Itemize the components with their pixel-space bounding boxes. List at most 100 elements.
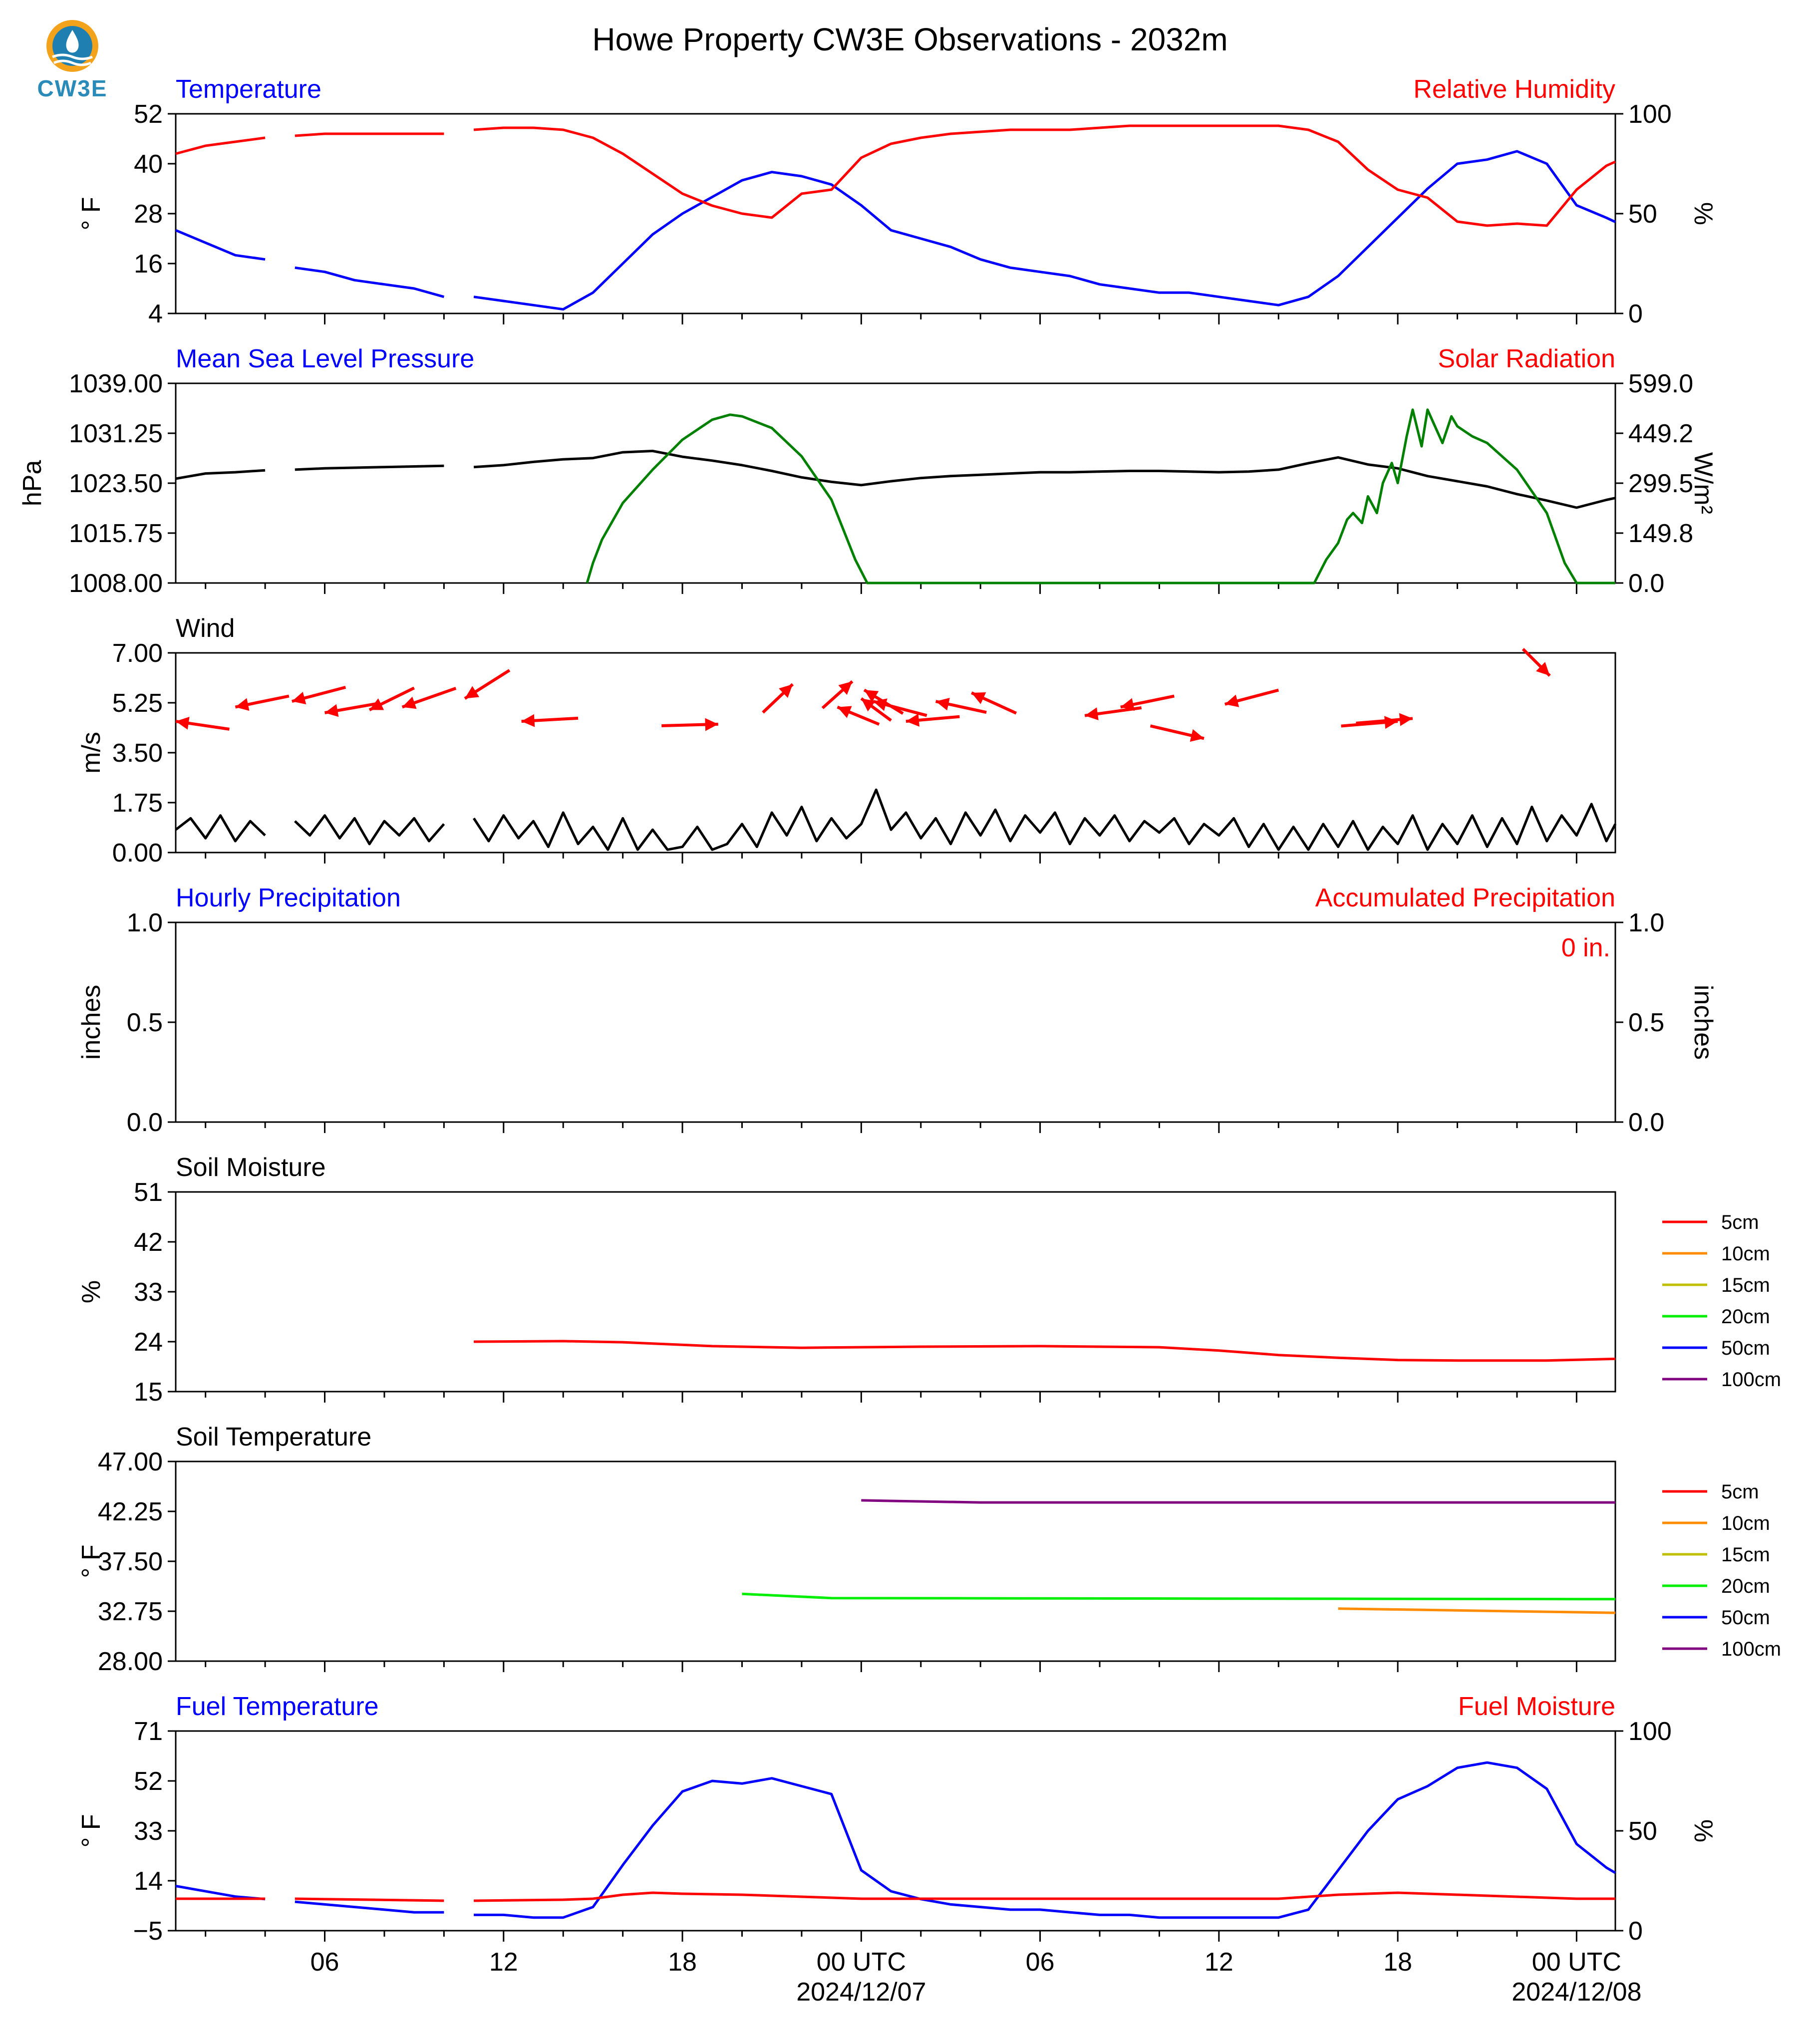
wind-arrow-24	[1521, 648, 1551, 677]
wind-arrow-10	[837, 705, 880, 726]
wind-arrow-16	[935, 697, 987, 714]
pressure-solar-ytick-label-2: 1023.50	[69, 469, 163, 498]
wind-arrow-2	[292, 685, 346, 705]
x-tick-label-0: 06	[310, 1948, 339, 1977]
fuel-right-title: Fuel Moisture	[1458, 1692, 1615, 1721]
soil-moisture-ytick-label-1: 24	[134, 1328, 163, 1357]
fuel-ylabel: ° F	[77, 1814, 106, 1847]
pressure-solar-ytick2-label-3: 449.2	[1628, 419, 1693, 448]
pressure-solar-ylabel2: W/m²	[1689, 452, 1718, 514]
soil-temperature-left-title: Soil Temperature	[176, 1423, 371, 1451]
temp-rh-ytick-label-4: 52	[134, 100, 163, 129]
wind-arrow-23	[1356, 713, 1413, 726]
soil-moisture-series-0-seg-2	[474, 1340, 1616, 1362]
wind-arrow-14	[873, 698, 927, 717]
fuel-ytick2-label-0: 0	[1628, 1917, 1643, 1946]
temp-rh-series-0-seg-0	[175, 229, 266, 261]
x-tick-date-7: 2024/12/08	[1512, 1978, 1641, 2007]
fuel-ytick2-label-1: 50	[1628, 1817, 1657, 1846]
temp-rh-ylabel2: %	[1689, 202, 1718, 225]
wind-ytick-label-1: 1.75	[112, 789, 163, 818]
soil-temperature-frame	[175, 1460, 1616, 1662]
soil-temperature-legend-label-3: 20cm	[1721, 1575, 1770, 1597]
logo-text: CW3E	[37, 75, 108, 101]
wind-arrow-1	[235, 694, 290, 711]
pressure-solar-ytick-label-3: 1031.25	[69, 419, 163, 448]
wind-arrow-20	[1150, 724, 1205, 742]
pressure-solar-ytick2-label-2: 299.5	[1628, 469, 1693, 498]
fuel-series-1-seg-1	[295, 1897, 444, 1902]
precip-ytick-label-1: 0.5	[127, 1008, 163, 1037]
pressure-solar-left-title: Mean Sea Level Pressure	[176, 344, 474, 373]
soil-temperature-ytick-label-4: 47.00	[98, 1448, 163, 1476]
soil-moisture-legend-label-4: 50cm	[1721, 1337, 1770, 1359]
soil-moisture-legend-label-0: 5cm	[1721, 1211, 1759, 1233]
fuel-series-0-seg-0	[175, 1885, 266, 1901]
soil-temperature-ytick-label-0: 28.00	[98, 1647, 163, 1676]
soil-moisture-ylabel: %	[77, 1280, 106, 1303]
wind-series-0-seg-2	[473, 788, 1617, 851]
soil-temperature-legend-label-5: 100cm	[1721, 1638, 1781, 1660]
precip-ylabel2: inches	[1689, 985, 1718, 1060]
fuel-ytick-label-0: −5	[133, 1917, 163, 1946]
temp-rh-ylabel: ° F	[77, 197, 106, 230]
fuel-series-0-seg-1	[295, 1900, 444, 1914]
pressure-solar-right-title: Solar Radiation	[1438, 344, 1615, 373]
wind-frame	[175, 652, 1616, 854]
wind-left-title: Wind	[176, 614, 235, 643]
pressure-solar-ytick2-label-4: 599.0	[1628, 369, 1693, 398]
fuel-series-0-seg-2	[474, 1761, 1616, 1919]
pressure-solar-ytick-label-1: 1015.75	[69, 519, 163, 548]
fuel-ytick-label-3: 52	[134, 1767, 163, 1796]
temp-rh-ytick-label-2: 28	[134, 200, 163, 229]
pressure-solar-frame	[175, 382, 1616, 584]
soil-temperature-legend-label-2: 15cm	[1721, 1544, 1770, 1566]
pressure-solar-series-0-seg-1	[295, 464, 444, 471]
pressure-solar-ytick2-label-0: 0.0	[1628, 569, 1664, 598]
soil-temperature-series-1-seg-1	[1338, 1607, 1616, 1614]
precip-annotation: 0 in.	[1561, 933, 1610, 962]
x-tick-date-3: 2024/12/07	[796, 1978, 926, 2007]
wind-arrow-9	[762, 683, 794, 714]
temp-rh-ytick-label-0: 4	[148, 299, 163, 328]
wind-series-0-seg-0	[175, 814, 266, 843]
x-tick-label-7: 00 UTC	[1532, 1948, 1621, 1977]
x-tick-label-5: 12	[1205, 1948, 1233, 1977]
wind-ytick-label-2: 3.50	[112, 739, 163, 768]
fuel-ytick-label-4: 71	[134, 1717, 163, 1746]
wind-arrow-12	[821, 680, 854, 709]
temp-rh-ytick2-label-1: 50	[1628, 200, 1657, 229]
precip-ylabel: inches	[77, 985, 106, 1060]
soil-temperature-legend-label-1: 10cm	[1721, 1512, 1770, 1534]
wind-arrow-17	[971, 691, 1017, 715]
soil-moisture-legend-label-2: 15cm	[1721, 1274, 1770, 1296]
soil-temperature-series-5-seg-1	[861, 1499, 1615, 1504]
soil-moisture-ytick-label-3: 42	[134, 1228, 163, 1257]
soil-temperature-ytick-label-3: 42.25	[98, 1497, 163, 1526]
soil-moisture-left-title: Soil Moisture	[176, 1153, 326, 1182]
soil-moisture-legend-label-5: 100cm	[1721, 1369, 1781, 1391]
temp-rh-series-1-seg-2	[473, 124, 1616, 227]
soil-temperature-ylabel: ° F	[77, 1544, 106, 1578]
pressure-solar-series-1-seg-1	[586, 408, 1615, 584]
temp-rh-series-1-seg-0	[175, 136, 266, 155]
temp-rh-ytick2-label-0: 0	[1628, 299, 1643, 328]
wind-arrow-6	[464, 669, 511, 700]
wind-ylabel: m/s	[77, 732, 106, 774]
soil-moisture-ytick-label-4: 51	[134, 1178, 163, 1207]
fuel-ytick-label-1: 14	[134, 1867, 163, 1896]
precip-ytick2-label-1: 0.5	[1628, 1008, 1664, 1037]
fuel-ylabel2: %	[1689, 1819, 1718, 1842]
x-tick-label-2: 18	[668, 1948, 697, 1977]
wind-arrow-4	[368, 686, 415, 711]
precip-ytick-label-2: 1.0	[127, 908, 163, 937]
pressure-solar-ytick-label-4: 1039.00	[69, 369, 163, 398]
wind-ytick-label-0: 0.00	[112, 839, 163, 868]
soil-temperature-ytick-label-2: 37.50	[98, 1547, 163, 1576]
soil-moisture-frame	[175, 1191, 1616, 1393]
fuel-ytick2-label-2: 100	[1628, 1717, 1672, 1746]
wind-arrow-19	[1120, 694, 1175, 711]
precip-ytick2-label-0: 0.0	[1628, 1108, 1664, 1137]
fuel-series-1-seg-2	[474, 1891, 1615, 1902]
